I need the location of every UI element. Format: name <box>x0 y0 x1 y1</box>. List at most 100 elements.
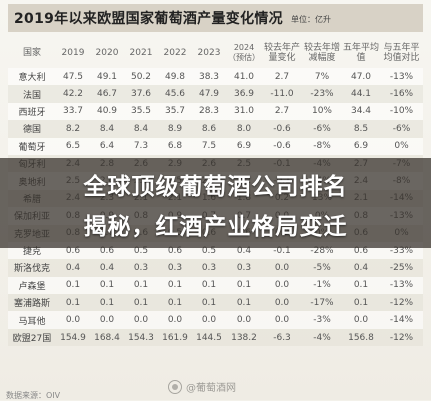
value-cell: 50.2 <box>130 71 152 82</box>
value-cell: -28% <box>310 245 334 256</box>
value-cell: 0% <box>394 141 409 152</box>
value-cell: 168.4 <box>94 332 120 343</box>
country-cell: 捷克 <box>22 247 41 258</box>
country-cell: 西班牙 <box>18 107 46 118</box>
value-cell: 0.4 <box>65 262 81 273</box>
col-header-yoy-change: 较去年产量变化 <box>263 43 300 63</box>
value-cell: 0.4 <box>99 262 115 273</box>
country-cell: 斯洛伐克 <box>13 264 50 275</box>
value-cell: 6.4 <box>99 141 115 152</box>
value-cell: 31.0 <box>233 106 255 117</box>
value-cell: 41.0 <box>233 71 255 82</box>
value-cell: 2.7 <box>274 71 290 82</box>
value-cell: 8.6 <box>201 123 217 134</box>
value-cell: 0.3 <box>133 262 149 273</box>
weibo-icon <box>168 379 182 394</box>
value-cell: 6.5 <box>65 141 81 152</box>
value-cell: 35.5 <box>130 106 152 117</box>
col-header-2019: 2019 <box>61 48 85 58</box>
source-note: 数据来源：OIV <box>6 391 61 400</box>
value-cell: 0.0 <box>201 315 217 326</box>
headline-line-2: 揭秘，红酒产业格局变迁 <box>83 214 348 240</box>
value-cell: -13% <box>389 280 414 291</box>
table-row: 欧盟27国 154.9 168.4 154.3 161.9 144.5 138.2 -6.3 -… <box>8 328 423 347</box>
value-cell: 7% <box>314 71 330 82</box>
value-cell: 0.1 <box>353 297 369 308</box>
value-cell: 0.1 <box>99 297 115 308</box>
value-cell: 6.9 <box>236 141 252 152</box>
country-cell: 意大利 <box>18 73 46 84</box>
value-cell: 28.3 <box>198 106 220 117</box>
table-row: 西班牙 33.7 40.9 35.5 35.7 28.3 31.0 2.7 10% 34.4 -10… <box>8 102 423 121</box>
value-cell: -11.0 <box>270 89 294 100</box>
value-cell: 0.6 <box>353 245 369 256</box>
value-cell: 0.0 <box>133 315 149 326</box>
value-cell: 0.5 <box>201 245 217 256</box>
value-cell: 154.9 <box>60 332 86 343</box>
value-cell: 38.3 <box>198 71 220 82</box>
value-cell: -6% <box>313 123 331 134</box>
table-row: 德国 8.2 8.4 8.4 8.9 8.6 8.0 -0.6 -6% 8.5 -6% <box>8 120 423 138</box>
value-cell: -4% <box>313 332 331 343</box>
value-cell: 8.9 <box>167 123 183 134</box>
value-cell: 6.9 <box>353 141 369 152</box>
value-cell: 0.0 <box>353 315 369 326</box>
value-cell: 33.7 <box>62 106 84 117</box>
value-cell: 0.6 <box>65 245 81 256</box>
value-cell: -0.6 <box>273 141 291 152</box>
value-cell: 144.5 <box>196 332 222 343</box>
watermark-text: @葡萄酒网 <box>186 383 236 394</box>
value-cell: 8.0 <box>236 123 252 134</box>
value-cell: 0.1 <box>167 280 183 291</box>
table-header: 国家 2019 2020 2021 2022 2023 2024（预估） 较去年… <box>8 38 423 68</box>
value-cell: 35.7 <box>164 106 186 117</box>
value-cell: 0.1 <box>65 297 81 308</box>
value-cell: 34.4 <box>350 106 372 117</box>
value-cell: 2.7 <box>274 106 290 117</box>
value-cell: 47.9 <box>198 89 220 100</box>
value-cell: 7.5 <box>201 141 217 152</box>
figure-title: 2019年以来欧盟国家葡萄酒产量变化情况 <box>14 11 283 27</box>
value-cell: -3% <box>313 315 331 326</box>
value-cell: 0.0 <box>274 315 290 326</box>
value-cell: 46.7 <box>96 89 118 100</box>
col-header-2020: 2020 <box>95 48 119 58</box>
value-cell: 0.1 <box>236 280 252 291</box>
value-cell: -0.6 <box>273 123 291 134</box>
value-cell: 36.9 <box>233 89 255 100</box>
value-cell: -12% <box>389 332 414 343</box>
country-cell: 卢森堡 <box>18 281 46 292</box>
value-cell: -12% <box>389 297 414 308</box>
country-cell: 塞浦路斯 <box>13 299 50 310</box>
value-cell: -16% <box>389 89 414 100</box>
figure-title-bar: 2019年以来欧盟国家葡萄酒产量变化情况 单位：亿升 <box>8 4 423 32</box>
value-cell: -14% <box>389 315 414 326</box>
value-cell: 0.0 <box>167 315 183 326</box>
value-cell: -1% <box>313 280 331 291</box>
value-cell: 37.6 <box>130 89 152 100</box>
value-cell: 0.1 <box>99 280 115 291</box>
value-cell: 161.9 <box>162 332 188 343</box>
value-cell: 156.8 <box>348 332 374 343</box>
value-cell: 0.1 <box>133 280 149 291</box>
value-cell: 0.6 <box>99 245 115 256</box>
value-cell: 0.4 <box>353 262 369 273</box>
col-header-2022: 2022 <box>163 48 187 58</box>
value-cell: 8.5 <box>353 123 369 134</box>
table-row: 意大利 47.5 49.1 50.2 49.8 38.3 41.0 2.7 7% 47.0 -13% <box>8 68 423 86</box>
watermark: @葡萄酒网 <box>168 379 236 394</box>
country-cell: 葡萄牙 <box>18 142 46 153</box>
value-cell: 0.3 <box>201 262 217 273</box>
value-cell: 6.8 <box>167 141 183 152</box>
value-cell: -13% <box>389 71 414 82</box>
col-header-2024: 2024（预估） <box>228 43 260 62</box>
value-cell: 0.1 <box>201 297 217 308</box>
table-row: 卢森堡 0.1 0.1 0.1 0.1 0.1 0.1 0.0 -1% 0.1 -13% <box>8 276 423 295</box>
value-cell: 0.0 <box>99 315 115 326</box>
headline-overlay-band <box>0 158 431 248</box>
col-header-country: 国家 <box>22 48 41 58</box>
value-cell: 0.0 <box>274 262 290 273</box>
value-cell: -6.3 <box>273 332 291 343</box>
value-cell: 7.3 <box>133 141 149 152</box>
col-header-2023: 2023 <box>197 48 221 58</box>
